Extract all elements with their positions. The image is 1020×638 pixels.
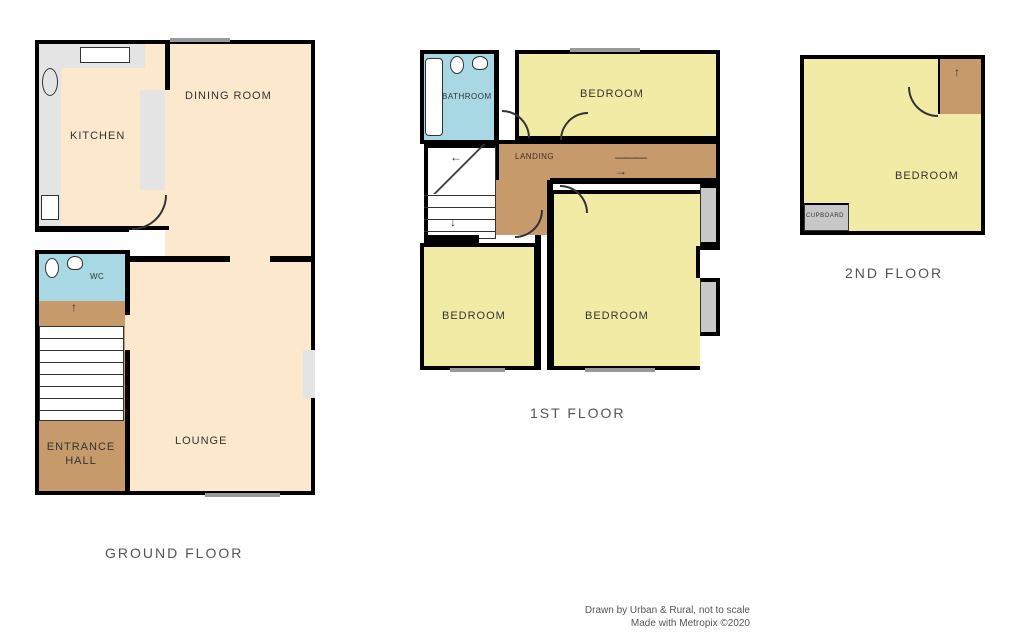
sink-icon <box>80 47 130 63</box>
closet <box>700 184 720 246</box>
stairs-arrow-icon: ← <box>450 150 462 164</box>
closet <box>700 278 720 336</box>
bath-icon <box>425 58 443 136</box>
stairs-arrow-icon: ↑ <box>71 300 77 314</box>
stair-tread <box>424 195 496 196</box>
landing-arrow-icon: ———→ <box>615 150 645 178</box>
basin-icon <box>472 56 488 70</box>
ground-caption: GROUND FLOOR <box>105 545 243 561</box>
bedroom-2nd-label: BEDROOM <box>895 170 959 182</box>
kitchen-dining-wall <box>165 40 170 90</box>
hob-icon <box>41 195 59 220</box>
kitchen-island <box>140 90 165 190</box>
stair-tread <box>39 374 124 375</box>
dining-lounge-opening <box>230 256 270 262</box>
stair-tread <box>39 386 124 387</box>
landing-right-wall <box>716 140 720 182</box>
bedroom-br-label: BEDROOM <box>585 310 649 322</box>
closet-gap-wall <box>696 246 700 278</box>
stairs-arrow-icon: ↑ <box>954 65 960 79</box>
stair-tread <box>39 338 124 339</box>
stair-tread <box>39 350 124 351</box>
credit-line1: Drawn by Urban & Rural, not to scale <box>585 605 750 616</box>
basin-icon <box>67 256 83 270</box>
window <box>450 368 505 372</box>
window <box>170 38 230 42</box>
fireplace <box>303 350 315 398</box>
stair-tread <box>424 219 496 220</box>
lounge-room <box>125 256 315 495</box>
entrance-label: ENTRANCE HALL <box>40 440 122 469</box>
bedroom-br <box>550 190 700 370</box>
lounge-label: LOUNGE <box>175 435 227 447</box>
window <box>205 493 280 497</box>
bedroom-bl <box>420 243 538 370</box>
stair-tread <box>424 231 496 232</box>
stair-tread <box>424 207 496 208</box>
dining-lounge-wall <box>125 256 315 262</box>
first-caption: 1ST FLOOR <box>530 405 626 421</box>
bathroom-label: BATHROOM <box>442 92 492 101</box>
kitchen-label: KITCHEN <box>70 130 125 142</box>
stair-tread <box>39 410 124 411</box>
window <box>585 368 655 372</box>
stair-tread <box>39 362 124 363</box>
bedroom-top-label: BEDROOM <box>580 88 644 100</box>
fan-icon <box>42 68 58 96</box>
kitchen-bottom-wall <box>35 226 129 232</box>
bedroom-divider2 <box>547 180 553 370</box>
window <box>570 48 640 52</box>
hall-lounge-wall <box>125 250 130 495</box>
hall-lounge-opening <box>125 315 130 350</box>
dining-room <box>165 40 315 260</box>
landing-label: LANDING <box>515 152 554 161</box>
bedroom-divider <box>535 235 541 370</box>
credit-line2: Made with Metropix ©2020 <box>631 618 750 629</box>
stairs-arrow-icon: ↓ <box>450 215 456 229</box>
cupboard-label: CUPBOARD <box>806 213 844 219</box>
toilet-icon <box>45 258 59 278</box>
dining-label: DINING ROOM <box>185 90 272 102</box>
bedroom-bl-label: BEDROOM <box>442 310 506 322</box>
wc-label: WC <box>90 272 104 281</box>
br-top-wall <box>550 178 720 184</box>
toilet-icon <box>450 56 464 74</box>
second-caption: 2ND FLOOR <box>845 265 943 281</box>
stair-tread <box>39 398 124 399</box>
